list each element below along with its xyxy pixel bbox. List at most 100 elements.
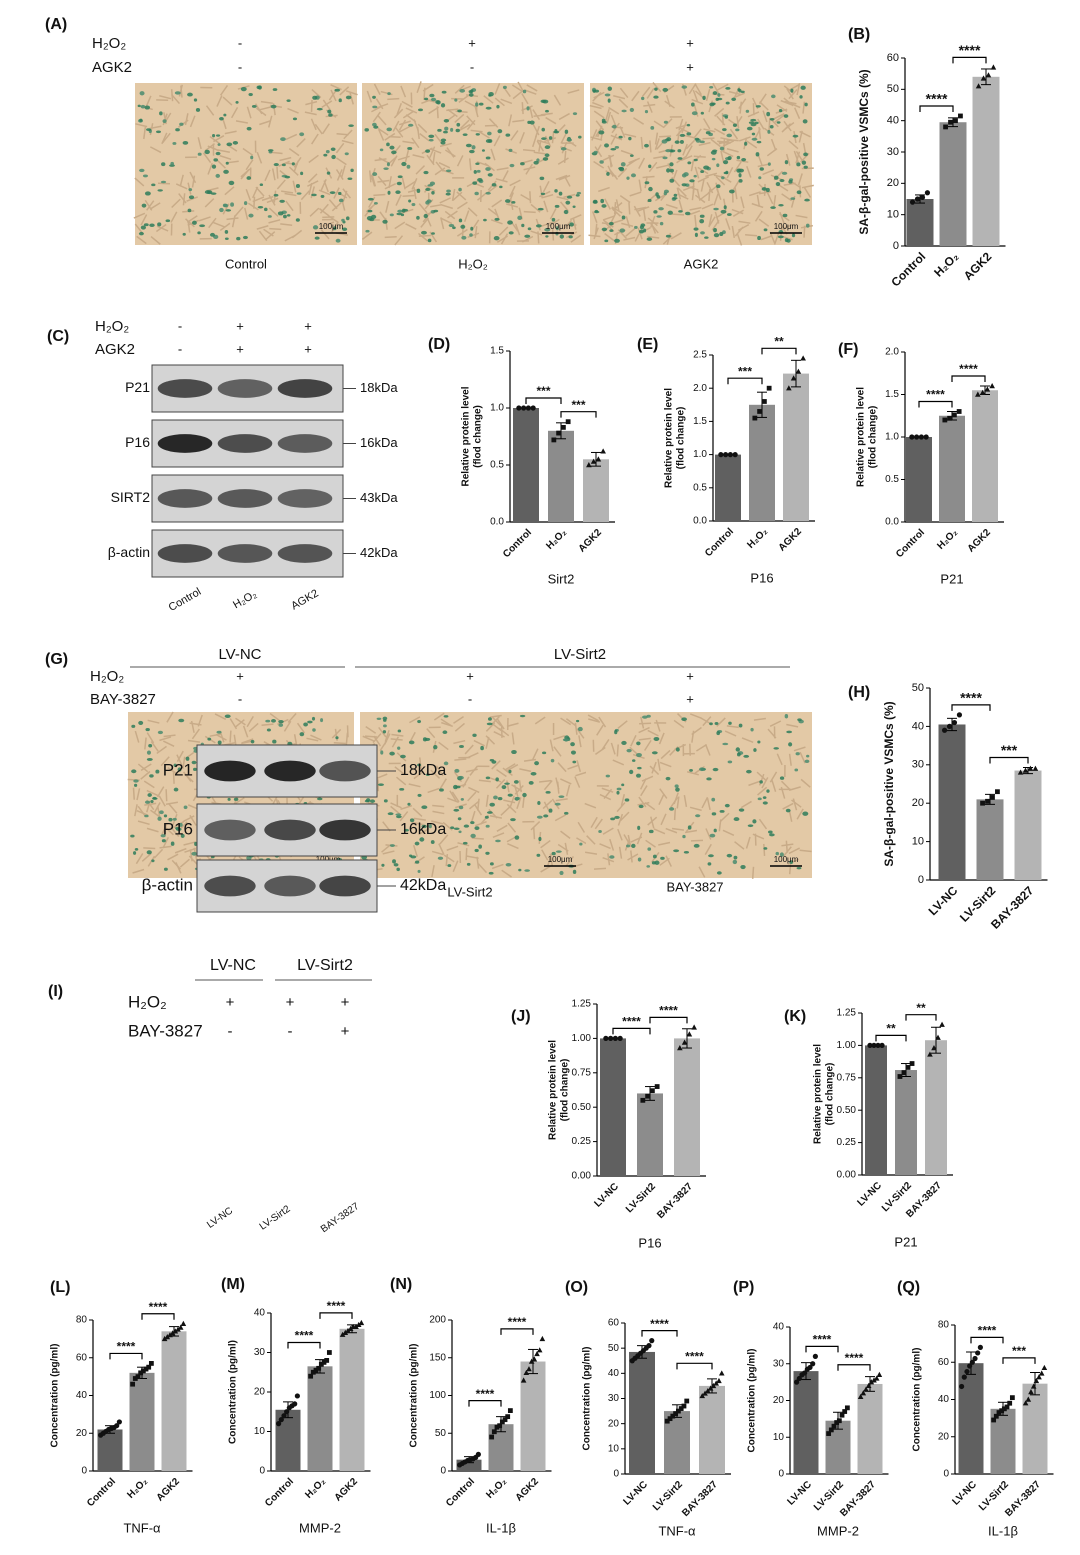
cell-body (540, 112, 553, 116)
condition-sign: - (238, 691, 242, 706)
stained-cell (150, 800, 154, 804)
data-point (276, 1421, 282, 1427)
cell-body (714, 107, 725, 117)
cell-body (372, 111, 381, 123)
data-point (595, 456, 602, 462)
cell-body (705, 88, 711, 101)
y-tick-label: 0 (259, 1466, 265, 1477)
condition-name: H₂O₂ (92, 35, 126, 52)
stained-cell (579, 842, 583, 846)
cell-body (685, 145, 693, 157)
stained-cell (773, 175, 779, 180)
stained-cell (610, 817, 616, 821)
cell-body (466, 119, 476, 131)
stained-cell (151, 859, 155, 863)
stained-cell (183, 805, 188, 810)
cell-body (694, 166, 700, 179)
y-tick-label: 10 (887, 209, 899, 221)
stained-cell (462, 841, 468, 845)
cell-body (567, 764, 580, 770)
cell-body (246, 106, 252, 119)
cell-body (145, 95, 152, 108)
stained-cell (614, 815, 620, 819)
stained-cell (723, 205, 727, 210)
cell-body (183, 773, 194, 783)
cell-body (416, 81, 422, 93)
cell-body (716, 717, 726, 727)
stained-cell (677, 157, 683, 160)
cell-body (231, 215, 236, 228)
y-tick-label: 1.25 (572, 999, 592, 1010)
cell-body (464, 100, 476, 108)
stained-cell (648, 164, 652, 169)
cell-body (619, 126, 626, 138)
stained-cell (495, 777, 499, 782)
y-tick-label: 0 (613, 1469, 619, 1480)
data-point (844, 1405, 850, 1411)
cell-body (245, 188, 252, 201)
cell-body (259, 120, 271, 126)
stained-cell (291, 162, 295, 166)
stained-cell (521, 223, 525, 228)
data-point (810, 1361, 816, 1367)
bar (939, 122, 967, 246)
cell-body (187, 739, 201, 743)
cell-body (396, 776, 407, 786)
stained-cell (723, 160, 729, 165)
cell-body (156, 745, 167, 755)
cell-body (792, 798, 798, 811)
x-tick-label: LV-NC (622, 1479, 650, 1507)
stained-cell (173, 787, 179, 792)
cell-body (150, 809, 161, 818)
cell-body (564, 842, 569, 855)
band-name: P16 (163, 819, 193, 838)
cell-body (610, 211, 618, 224)
stained-cell (732, 859, 738, 865)
stained-cell (654, 860, 660, 865)
cell-body (673, 792, 679, 805)
cell-body (611, 206, 623, 214)
stained-cell (442, 730, 448, 734)
stained-cell (155, 769, 160, 774)
data-point (707, 1385, 714, 1391)
cell-body (447, 797, 459, 804)
cell-body (260, 100, 273, 105)
scale-bar-label: 100μm (548, 855, 573, 864)
cell-body (261, 723, 274, 727)
cell-body (371, 174, 377, 187)
stained-cell (243, 201, 248, 206)
stained-cell (548, 808, 553, 813)
stained-cell (157, 189, 163, 192)
significance-bracket (319, 1312, 353, 1319)
stained-cell (411, 202, 416, 207)
cell-body (160, 756, 170, 767)
stained-cell (641, 96, 645, 101)
stained-cell (598, 829, 602, 833)
stained-cell (791, 233, 796, 238)
stained-cell (139, 118, 143, 122)
cell-body (454, 84, 465, 94)
cell-body (537, 139, 549, 145)
stained-cell (655, 192, 659, 197)
stained-cell (799, 95, 803, 99)
cell-body (477, 191, 488, 201)
cell-body (677, 187, 687, 197)
cell-body (229, 718, 238, 730)
cell-body (731, 225, 736, 238)
data-point (802, 1370, 808, 1376)
cell-body (633, 117, 645, 125)
stained-cell (179, 122, 184, 126)
stained-cell (682, 834, 686, 839)
stained-cell (163, 814, 168, 818)
cell-body (493, 731, 505, 738)
x-tick-label: H₂O₂ (303, 1476, 328, 1501)
cell-body (652, 81, 662, 93)
band-size: 42kDa (360, 545, 398, 560)
cell-body (398, 119, 407, 131)
stained-cell (427, 238, 432, 243)
stained-cell (689, 179, 695, 183)
stained-cell (566, 138, 572, 142)
y-tick-label: 30 (254, 1347, 266, 1358)
stained-cell (284, 175, 291, 179)
cell-body (506, 780, 510, 793)
